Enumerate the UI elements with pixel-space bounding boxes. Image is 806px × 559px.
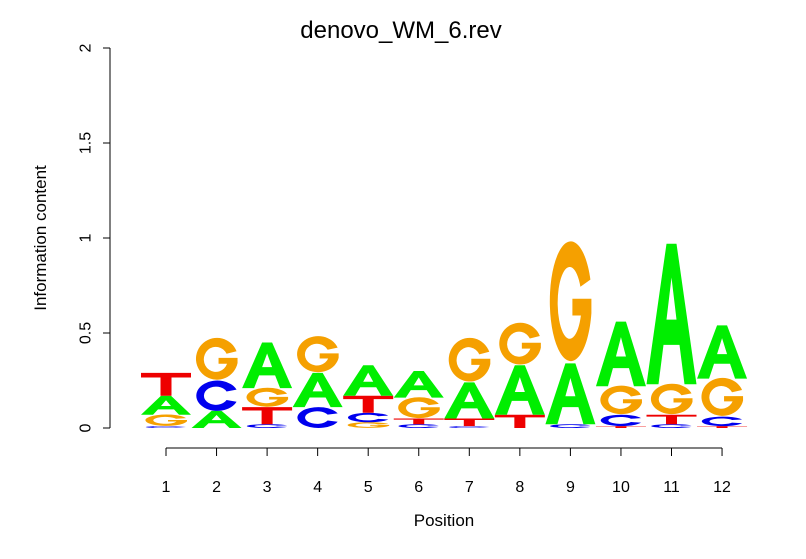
logo-letter-t bbox=[242, 407, 293, 425]
logo-letter-a bbox=[343, 365, 394, 396]
logo-letter-t bbox=[343, 395, 394, 413]
y-tick-label: 0.5 bbox=[78, 322, 95, 344]
logo-letter-g bbox=[297, 336, 339, 373]
x-tick-label: 3 bbox=[263, 479, 272, 496]
y-axis-label: Information content bbox=[31, 165, 50, 311]
logo-letter-g bbox=[398, 397, 440, 419]
logo-letter-a bbox=[141, 395, 191, 415]
x-tick-label: 11 bbox=[663, 479, 680, 496]
logo-letter-c bbox=[550, 424, 591, 428]
logo-letter-a bbox=[393, 371, 444, 398]
x-tick-label: 12 bbox=[713, 479, 731, 496]
logo-letter-t bbox=[646, 414, 697, 425]
x-tick-label: 9 bbox=[566, 479, 575, 496]
logo-letter-g bbox=[145, 414, 187, 426]
logo-letter-g bbox=[246, 387, 289, 407]
x-tick-label: 4 bbox=[313, 479, 322, 496]
logo-letter-g bbox=[600, 385, 642, 415]
logo-letter-c bbox=[449, 426, 490, 428]
x-tick-label: 7 bbox=[465, 479, 474, 496]
logo-letter-c bbox=[701, 416, 743, 427]
y-axis-ticks: 0 0.5 1 1.5 2 bbox=[78, 43, 110, 432]
logo-letter-t bbox=[141, 372, 191, 396]
logo-letter-t bbox=[697, 426, 748, 428]
logo-letter-t bbox=[444, 418, 495, 427]
chart-title: denovo_WM_6.rev bbox=[300, 17, 501, 44]
logo-letter-g bbox=[347, 422, 390, 428]
y-tick-label: 0 bbox=[78, 423, 95, 432]
logo-letter-g bbox=[701, 377, 744, 416]
logo-letter-a bbox=[292, 372, 343, 408]
logo-letter-c bbox=[398, 424, 439, 428]
logo-letter-t bbox=[595, 426, 646, 428]
x-axis-ticks: 1 2 3 4 5 6 7 8 9 10 11 12 bbox=[162, 448, 731, 496]
logo-letter-a bbox=[444, 382, 495, 419]
y-tick-label: 1 bbox=[78, 233, 95, 242]
logo-letter-a bbox=[595, 321, 646, 387]
logo-letter-c bbox=[145, 426, 186, 428]
logo-letter-a bbox=[646, 243, 697, 385]
logo-letter-c bbox=[600, 414, 641, 427]
logo-letter-g bbox=[549, 241, 592, 362]
logo-letter-a bbox=[494, 365, 545, 415]
logo-letter-a bbox=[697, 325, 748, 379]
logo-letter-c bbox=[246, 424, 288, 428]
y-tick-label: 1.5 bbox=[78, 132, 95, 154]
logo-letter-c bbox=[297, 407, 338, 428]
logo-letter-t bbox=[494, 414, 545, 428]
x-tick-label: 6 bbox=[414, 479, 423, 496]
y-tick-label: 2 bbox=[78, 43, 95, 52]
y-axis: 0 0.5 1 1.5 2 bbox=[78, 43, 111, 432]
x-tick-label: 1 bbox=[162, 479, 171, 496]
logo-letter-g bbox=[650, 383, 693, 415]
logo-letter-a bbox=[545, 363, 596, 425]
logo-letter-c bbox=[196, 380, 237, 411]
x-axis-label: Position bbox=[414, 511, 474, 530]
x-axis: 1 2 3 4 5 6 7 8 9 10 11 12 bbox=[162, 447, 731, 496]
logo-stacks bbox=[141, 241, 748, 428]
logo-letter-g bbox=[499, 322, 541, 365]
logo-letter-a bbox=[191, 410, 242, 428]
logo-letter-c bbox=[347, 412, 389, 423]
x-tick-label: 5 bbox=[364, 479, 373, 496]
logo-letter-t bbox=[393, 418, 444, 425]
logo-letter-g bbox=[195, 337, 238, 380]
x-tick-label: 10 bbox=[612, 479, 630, 496]
logo-letter-a bbox=[242, 342, 293, 389]
x-tick-label: 8 bbox=[515, 479, 524, 496]
logo-letter-c bbox=[651, 424, 692, 428]
x-tick-label: 2 bbox=[212, 479, 221, 496]
logo-letter-g bbox=[448, 337, 491, 382]
